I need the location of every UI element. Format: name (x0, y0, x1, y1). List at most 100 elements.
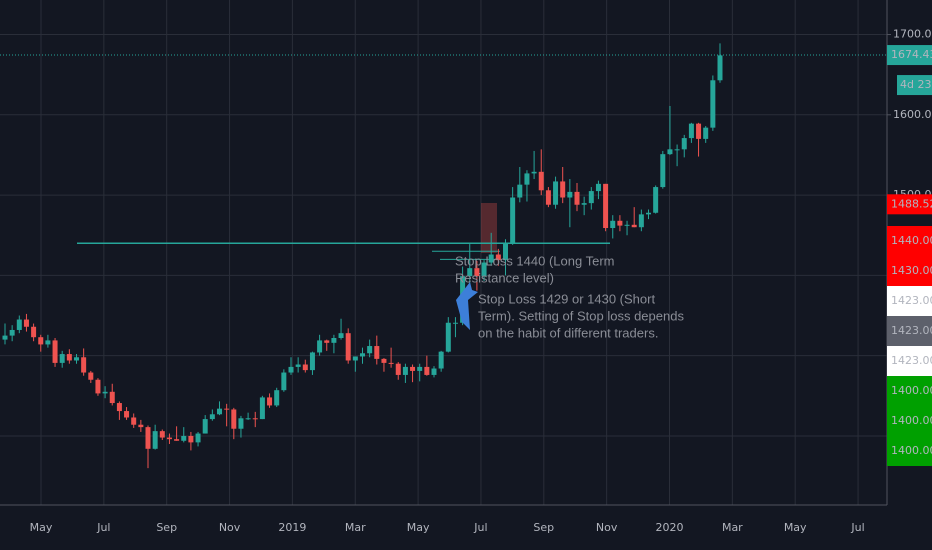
candle-body (159, 431, 165, 438)
x-tick-label: May (407, 521, 430, 534)
candle-body (495, 254, 501, 261)
candle-body (288, 366, 294, 373)
candle-body (74, 357, 79, 361)
stack-label-box (887, 316, 932, 346)
x-tick-label: 2019 (278, 521, 306, 534)
candle-body (23, 319, 29, 327)
candle-body (503, 243, 508, 261)
candle-body (81, 357, 87, 373)
stack-label: 1430.000 (891, 264, 932, 277)
candle-body (703, 127, 709, 139)
x-tick-label: 2020 (656, 521, 684, 534)
candle-body (624, 224, 630, 226)
x-tick-label: May (784, 521, 807, 534)
candle-body (452, 322, 458, 324)
candle-body (317, 340, 323, 353)
candle-body (174, 439, 180, 441)
candle-body (245, 418, 251, 420)
candle-body (31, 326, 37, 338)
candle-body (360, 353, 365, 357)
candle-body (646, 212, 651, 215)
candle-body (438, 351, 444, 369)
candle-body (9, 329, 15, 336)
candle-body (574, 191, 580, 205)
candle-body (124, 411, 130, 418)
candle-body (267, 397, 273, 406)
candle-body (259, 397, 265, 420)
candle-body (281, 372, 287, 391)
candle-body (667, 149, 673, 155)
candle-body (553, 181, 559, 205)
stack-label: 1440.000 (891, 234, 932, 247)
candle-body (517, 184, 523, 198)
candle-body (209, 414, 215, 420)
candle-body (52, 340, 58, 363)
candle-body (531, 171, 537, 174)
stack-label-box (887, 406, 932, 436)
candle-body (252, 418, 258, 420)
candle-body (202, 419, 208, 434)
candle-body (345, 333, 351, 361)
candle-body (631, 224, 637, 228)
candle-body (138, 424, 144, 428)
candle-body (410, 366, 416, 371)
candle-body (660, 154, 666, 188)
countdown: 4d 23h (900, 78, 932, 91)
stack-label: 1400.000 (891, 444, 932, 457)
stack-label: 1423.000 (891, 294, 932, 307)
stack-label-box (887, 226, 932, 256)
candle-body (595, 183, 601, 192)
candle-body (603, 183, 609, 229)
candle-body (445, 322, 451, 352)
candle-body (295, 364, 301, 367)
stack-label-box (887, 286, 932, 316)
candle-body (331, 338, 337, 343)
candle-body (481, 262, 487, 277)
x-tick-label: Sep (156, 521, 177, 534)
candle-body (424, 366, 430, 375)
annotation: Stop Loss 1440 (Long Term (455, 253, 614, 268)
x-tick-label: Sep (533, 521, 554, 534)
candle-body (374, 346, 380, 359)
candle-body (309, 352, 315, 371)
price-label-box (887, 45, 932, 66)
candle-body (352, 356, 358, 361)
x-tick-label: May (30, 521, 53, 534)
stack-label: 1400.000 (891, 414, 932, 427)
candle-body (402, 366, 408, 375)
candle-body (638, 214, 644, 228)
candle-body (545, 190, 551, 205)
annotation: Resistance level) (455, 270, 554, 285)
candle-body (417, 366, 423, 371)
candle-body (681, 138, 687, 150)
candle-body (338, 333, 344, 339)
candle-body (116, 403, 122, 412)
candle-body (95, 379, 101, 394)
candle-body (224, 408, 230, 410)
candle-body (474, 268, 480, 277)
arrow (456, 282, 478, 330)
candle-body (131, 417, 137, 425)
candle-body (45, 340, 51, 345)
annotation: on the habit of different traders. (478, 325, 658, 340)
candle-body (395, 363, 401, 375)
highlight-box (481, 203, 497, 253)
candle-body (274, 390, 280, 406)
candle-body (16, 319, 22, 330)
candle-body (302, 364, 308, 371)
stack-label-box (887, 436, 932, 466)
candle-body (488, 254, 494, 263)
candle-body (538, 171, 544, 191)
stack-label-box (887, 376, 932, 406)
candle-body (238, 418, 244, 429)
candle-body (560, 181, 566, 198)
candle-body (102, 391, 108, 394)
x-tick-label: Jul (96, 521, 110, 534)
candle-body (510, 197, 516, 244)
stack-label: 1423.000 (891, 354, 932, 367)
candle-body (524, 173, 530, 185)
candle-body (674, 149, 680, 151)
x-tick-label: Mar (345, 521, 366, 534)
candle-body (696, 123, 702, 139)
